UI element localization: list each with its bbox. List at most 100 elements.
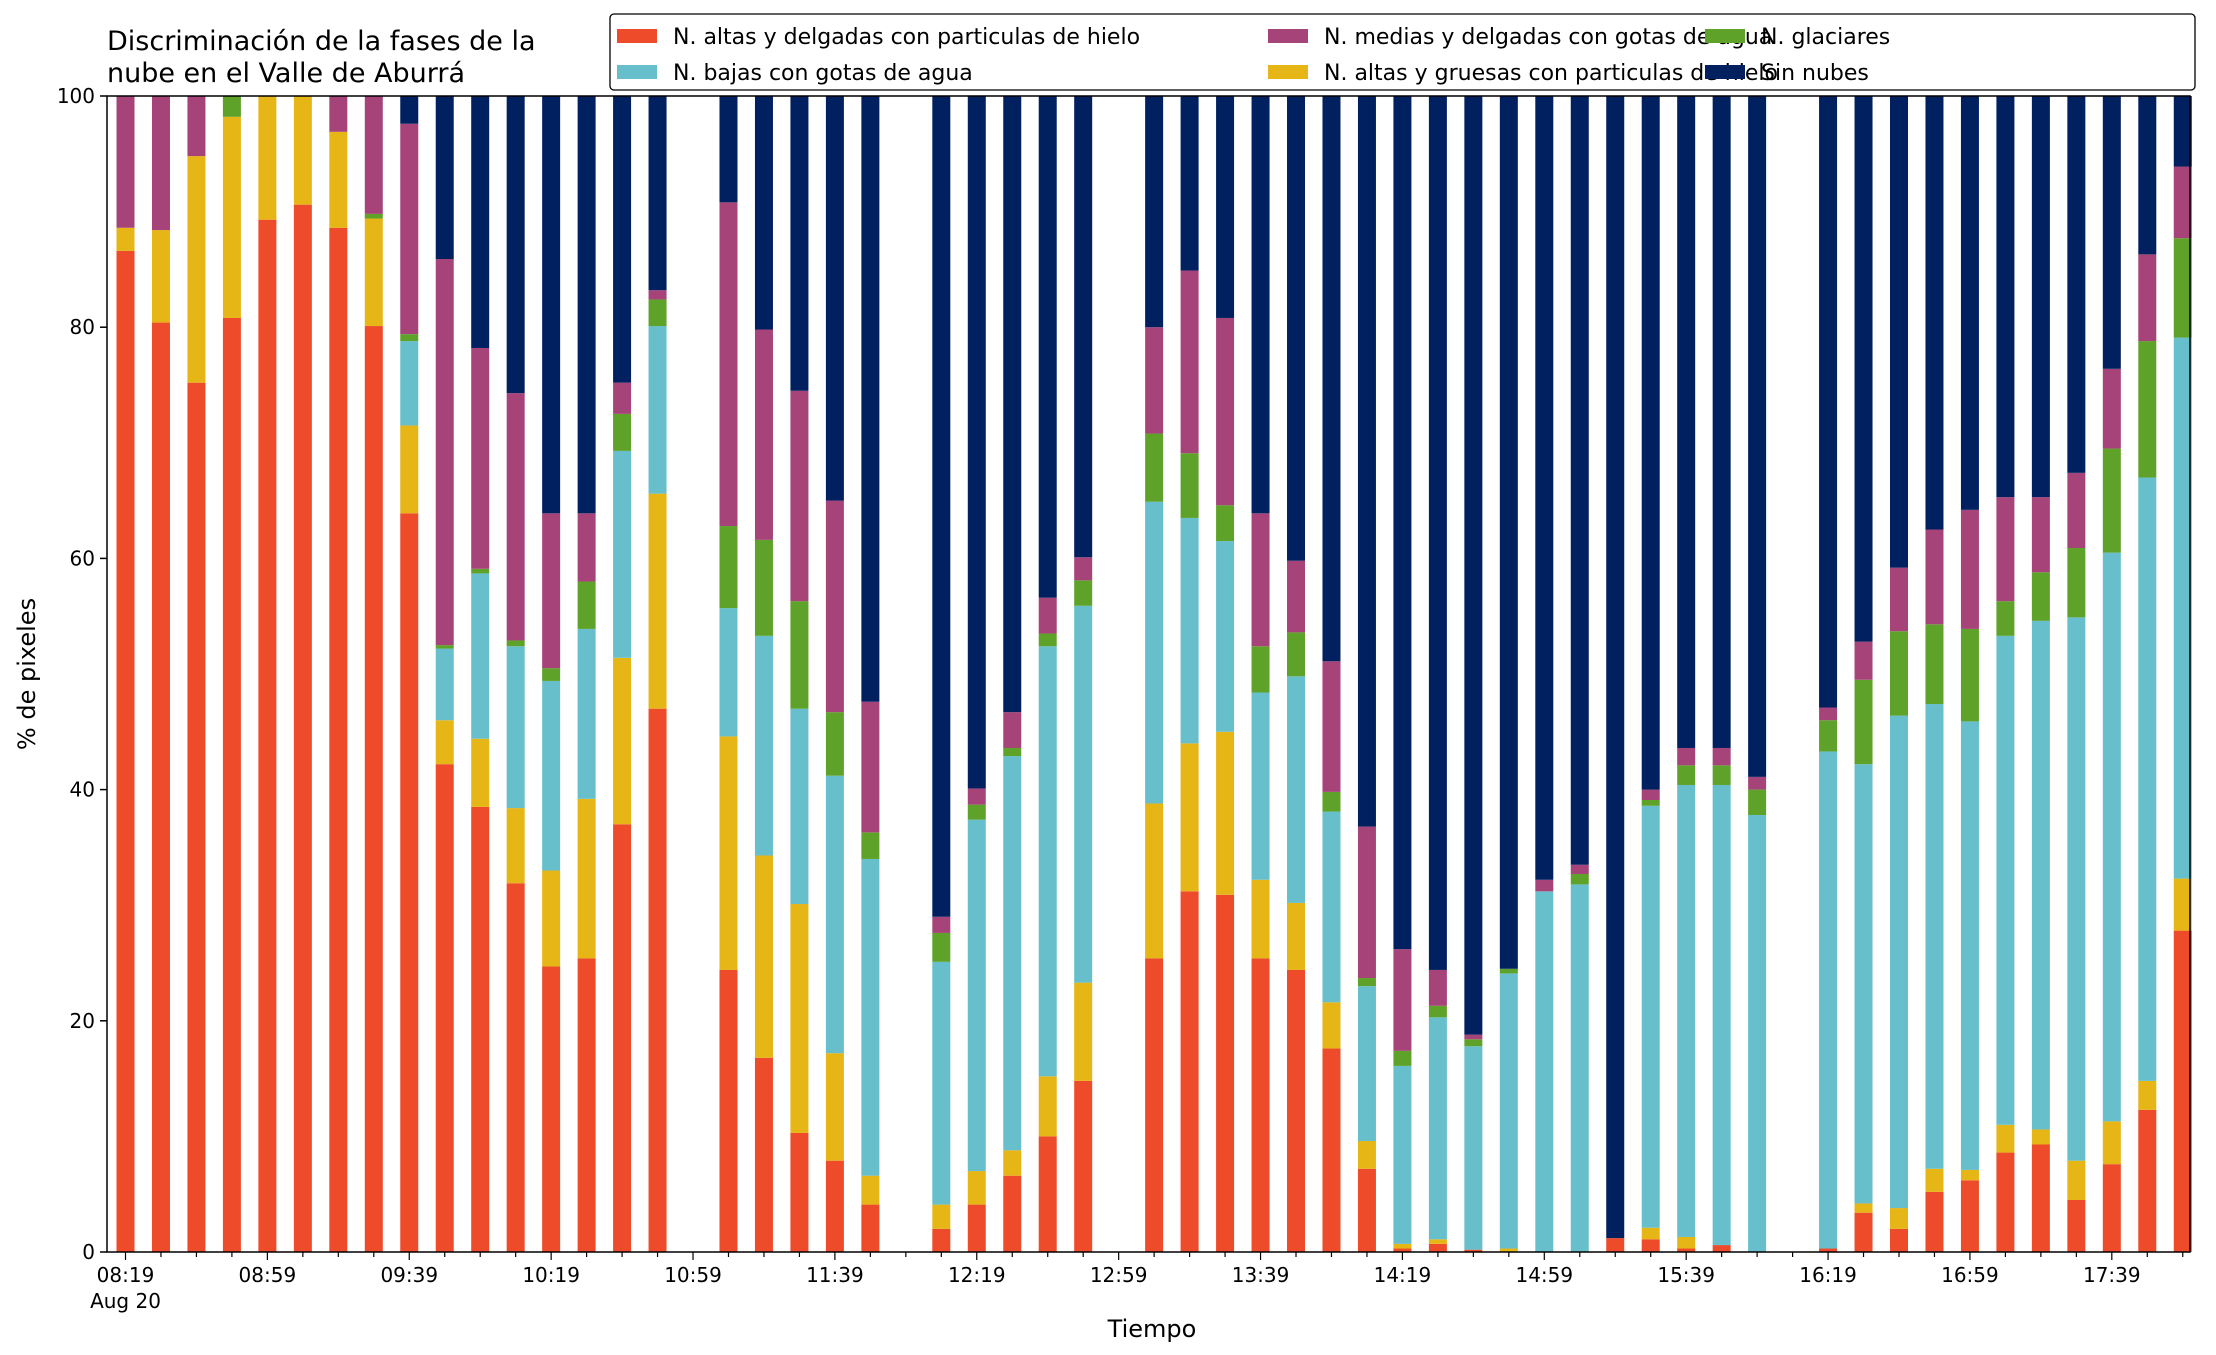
- bar-segment: [1287, 676, 1306, 903]
- legend-swatch: [1268, 29, 1308, 43]
- bar-segment: [1464, 96, 1483, 1035]
- bar-segment: [1641, 1227, 1660, 1240]
- bar-segment: [1216, 541, 1235, 732]
- bar-segment: [1641, 789, 1660, 800]
- bar-segment: [400, 96, 419, 124]
- bar-segment: [825, 96, 844, 501]
- bar-segment: [1535, 891, 1554, 1252]
- bar-segment: [1074, 557, 1093, 581]
- bar-segment: [648, 326, 667, 494]
- bar-segment: [754, 635, 773, 856]
- bar-segment: [1038, 633, 1057, 647]
- bar-segment: [1357, 96, 1376, 827]
- bar-segment: [1357, 1168, 1376, 1252]
- bar-segment: [967, 819, 986, 1172]
- bar-segment: [542, 96, 561, 514]
- legend-swatch: [1705, 65, 1745, 79]
- bar-segment: [648, 290, 667, 300]
- bar-segment: [613, 382, 632, 414]
- bar-segment: [435, 96, 454, 259]
- bar-segment: [1038, 1136, 1057, 1252]
- bar-segment: [861, 96, 880, 702]
- bar-segment: [861, 701, 880, 833]
- bar-segment: [364, 96, 383, 214]
- bar-segment: [1251, 646, 1270, 693]
- bar-segment: [1038, 597, 1057, 634]
- legend-entry-label: N. glaciares: [1761, 25, 1890, 50]
- bar-segment: [471, 96, 490, 349]
- bar-segment: [222, 116, 241, 318]
- bar-segment: [719, 202, 738, 527]
- legend-entry-label: N. medias y delgadas con gotas de agua: [1324, 25, 1772, 50]
- bar-segment: [1180, 96, 1199, 271]
- bar-segment: [116, 227, 135, 251]
- bar-segment: [790, 1132, 809, 1252]
- bar-segment: [1712, 784, 1731, 1246]
- bar-segment: [151, 322, 170, 1253]
- bar-segment: [116, 96, 135, 228]
- bar-segment: [577, 581, 596, 629]
- bar-segment: [825, 1160, 844, 1252]
- bar-segment: [1428, 96, 1447, 970]
- bar-segment: [2138, 341, 2157, 478]
- bar-segment: [1890, 1208, 1908, 1229]
- bar-segment: [613, 413, 632, 451]
- bar-segment: [2102, 1164, 2121, 1252]
- bar-segment: [1890, 1228, 1908, 1252]
- bar-segment: [1819, 96, 1838, 708]
- bar-segment: [1322, 791, 1341, 812]
- bar-segment: [1996, 1152, 2015, 1252]
- bar-segment: [1322, 96, 1341, 662]
- bar-segment: [1464, 1249, 1483, 1252]
- x-tick-label: 14:59: [1515, 1263, 1573, 1287]
- bar-segment: [364, 213, 383, 219]
- bar-segment: [790, 390, 809, 602]
- bar-segment: [400, 341, 419, 426]
- bar-segment: [293, 96, 312, 205]
- bar-segment: [258, 96, 277, 220]
- bar-segment: [471, 806, 490, 1252]
- bar-segment: [1145, 433, 1164, 502]
- bar-segment: [1641, 1239, 1660, 1252]
- bar-segment: [1216, 317, 1235, 506]
- bar-segment: [1145, 96, 1164, 328]
- bar-segment: [1357, 986, 1376, 1142]
- bar-segment: [967, 1171, 986, 1205]
- bar-segment: [1854, 1203, 1873, 1213]
- bar-segment: [506, 808, 525, 884]
- bar-segment: [1606, 1238, 1625, 1252]
- bar-segment: [1890, 715, 1908, 1209]
- bar-segment: [2173, 337, 2192, 879]
- bar-segment: [2138, 1080, 2157, 1110]
- bar-segment: [1854, 96, 1873, 642]
- bar-segment: [1357, 978, 1376, 987]
- bar-segment: [1712, 765, 1731, 785]
- bar-segment: [2102, 1121, 2121, 1165]
- bar-segment: [613, 657, 632, 825]
- bar-segment: [1357, 826, 1376, 979]
- bar-segment: [1570, 96, 1589, 865]
- bar-segment: [932, 96, 951, 917]
- bar-segment: [1428, 1005, 1447, 1018]
- bar-segment: [435, 259, 454, 646]
- bar-segment: [1748, 815, 1767, 1252]
- bar-segment: [1216, 505, 1235, 542]
- bar-segment: [2102, 96, 2121, 369]
- x-tick-label: 17:39: [2083, 1263, 2141, 1287]
- x-tick-label: 12:59: [1090, 1263, 1148, 1287]
- bar-segment: [577, 628, 596, 799]
- bar-segment: [932, 961, 951, 1205]
- bar-segment: [1251, 692, 1270, 880]
- bar-segment: [1996, 96, 2015, 498]
- bar-segment: [2067, 1160, 2086, 1200]
- x-tick-label: 16:59: [1941, 1263, 1999, 1287]
- bar-segment: [1677, 765, 1696, 785]
- bar-segment: [932, 916, 951, 933]
- bar-segment: [1854, 679, 1873, 765]
- bar-segment: [1641, 800, 1660, 806]
- legend-entry-label: N. altas y gruesas con particulas de hie…: [1324, 61, 1778, 86]
- bar-segment: [1960, 1180, 1979, 1252]
- bar-segment: [577, 958, 596, 1252]
- x-tick-label: 11:39: [806, 1263, 864, 1287]
- bar-segment: [1641, 96, 1660, 790]
